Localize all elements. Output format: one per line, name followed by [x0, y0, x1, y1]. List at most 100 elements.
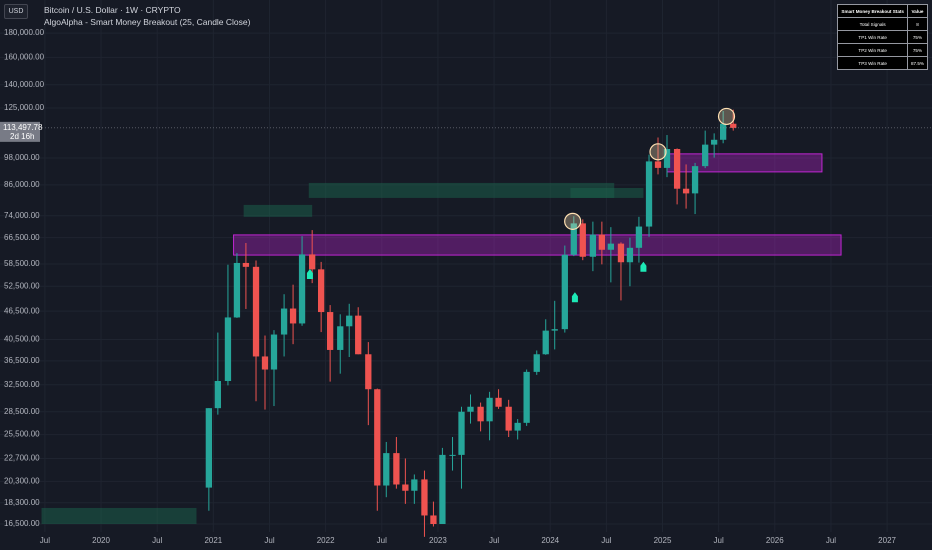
candle-body — [598, 234, 606, 250]
x-tick-label: 2027 — [878, 536, 896, 545]
candle-body — [561, 254, 568, 330]
candle-body — [486, 397, 493, 422]
y-tick-label: 98,000.00 — [4, 153, 40, 162]
y-tick-label: 66,500.00 — [4, 233, 40, 242]
zone — [308, 182, 615, 198]
candle-body — [261, 356, 269, 370]
y-tick-label: 125,000.00 — [4, 103, 45, 112]
candle-body — [691, 166, 699, 194]
candle-body — [214, 380, 221, 409]
y-tick-label: 25,500.00 — [4, 430, 40, 439]
zone — [570, 187, 644, 198]
candle-body — [439, 454, 446, 525]
candle-body — [626, 247, 634, 263]
candle-body — [270, 334, 278, 370]
x-tick-label: Jul — [377, 536, 387, 545]
stats-table: Smart Money Breakout Stats Value Total Sig… — [837, 4, 929, 70]
x-tick-label: Jul — [826, 536, 836, 545]
stats-cell: TP2 Win Rate — [837, 43, 908, 57]
x-tick-label: Jul — [714, 536, 724, 545]
y-tick-label: 20,300.00 — [4, 477, 40, 486]
y-tick-label: 58,500.00 — [4, 259, 40, 268]
candle-body — [551, 329, 558, 331]
candle-body — [411, 479, 418, 491]
candle-body — [467, 406, 474, 412]
y-tick-label: 52,500.00 — [4, 281, 40, 290]
candle-body — [505, 406, 512, 431]
candle-body — [719, 123, 727, 140]
y-tick-label: 22,700.00 — [4, 454, 40, 463]
zone — [666, 153, 823, 173]
currency-button[interactable]: USD — [4, 4, 28, 19]
signal-marker — [571, 292, 578, 303]
candle-body — [570, 223, 577, 255]
stats-cell: 75% — [906, 43, 929, 57]
stats-cell: TP1 Win Rate — [837, 30, 908, 44]
candle-body — [682, 188, 690, 194]
candle-body — [711, 139, 718, 145]
stats-row: TP3 Win Rate 87.5% — [837, 56, 929, 70]
x-tick-label: 2021 — [204, 536, 222, 545]
y-tick-label: 32,500.00 — [4, 380, 40, 389]
zone — [243, 204, 313, 217]
y-tick-label: 160,000.00 — [4, 52, 45, 61]
candle-body — [635, 226, 643, 248]
x-tick-label: 2026 — [766, 536, 784, 545]
candle-body — [252, 266, 260, 357]
candle-body — [326, 312, 334, 350]
stats-cell: TP3 Win Rate — [837, 56, 908, 70]
high-marker — [564, 212, 582, 230]
candle-body — [607, 243, 614, 250]
x-tick-label: 2025 — [654, 536, 672, 545]
stats-row: TP1 Win Rate 75% — [837, 30, 929, 44]
stats-cell: 8 — [906, 17, 929, 31]
candle-body — [205, 408, 213, 488]
candle-body — [337, 326, 344, 350]
candle-body — [242, 262, 250, 267]
candle-body — [589, 234, 597, 257]
candle-body — [458, 411, 465, 455]
last-price-label: 113,497.78 — [3, 123, 43, 132]
candle-body — [374, 389, 381, 486]
candle-body — [495, 397, 502, 407]
x-tick-label: Jul — [264, 536, 274, 545]
stats-row: TP2 Win Rate 75% — [837, 43, 929, 57]
candle-body — [645, 161, 653, 227]
last-price-box — [0, 121, 40, 142]
zone — [233, 234, 842, 256]
candle-body — [514, 422, 521, 431]
y-tick-label: 28,500.00 — [4, 407, 40, 416]
candle-body — [617, 243, 625, 263]
stats-cell: Value — [906, 4, 929, 18]
y-tick-label: 140,000.00 — [4, 80, 45, 89]
candle-body — [533, 354, 540, 372]
x-tick-label: Jul — [40, 536, 50, 545]
y-tick-label: 74,000.00 — [4, 211, 40, 220]
signal-marker — [640, 261, 647, 272]
countdown: 2d 16h — [10, 132, 34, 141]
stats-cell: 75% — [906, 30, 929, 44]
y-tick-label: 36,500.00 — [4, 356, 40, 365]
y-tick-label: 18,300.00 — [4, 498, 40, 507]
candle-body — [579, 223, 586, 257]
signal-marker — [306, 268, 313, 279]
x-tick-label: 2022 — [317, 536, 335, 545]
y-tick-label: 40,500.00 — [4, 335, 40, 344]
stats-row: Smart Money Breakout Stats Value — [837, 4, 929, 18]
x-tick-label: 2024 — [541, 536, 559, 545]
candle-body — [523, 371, 530, 423]
y-tick-label: 16,500.00 — [4, 519, 40, 528]
stats-cell: Smart Money Breakout Stats — [837, 4, 908, 18]
candle-body — [309, 254, 316, 270]
candle-body — [346, 315, 353, 327]
high-marker — [649, 143, 667, 161]
candle-body — [402, 484, 409, 491]
x-tick-label: Jul — [489, 536, 499, 545]
y-tick-label: 180,000.00 — [4, 28, 45, 37]
stats-cell: Total Signals — [837, 17, 908, 31]
candle-body — [730, 123, 737, 128]
x-tick-label: Jul — [152, 536, 162, 545]
x-tick-label: 2020 — [92, 536, 110, 545]
